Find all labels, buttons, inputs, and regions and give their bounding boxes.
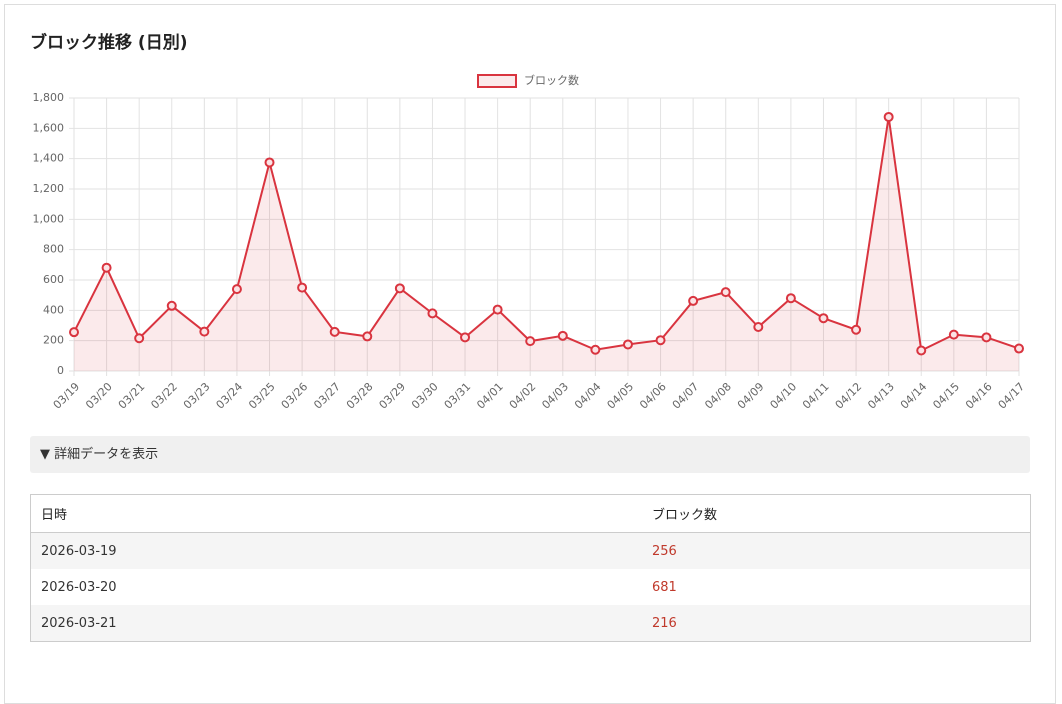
table-row: 2026-03-20 681 xyxy=(31,569,1030,605)
table-cell: 256 xyxy=(652,543,677,559)
point xyxy=(264,157,275,168)
x-tick-label: 03/24 xyxy=(214,380,246,412)
table-cell: 681 xyxy=(652,579,677,595)
x-tick-label: 04/07 xyxy=(670,380,702,412)
header-cell: 日時 xyxy=(41,508,68,523)
point xyxy=(134,333,145,344)
x-tick-label: 03/27 xyxy=(311,380,343,412)
point xyxy=(525,336,536,347)
point xyxy=(622,339,633,350)
x-tick-label: 03/31 xyxy=(442,380,474,412)
point xyxy=(394,283,405,294)
table-header: 日時 ブロック数 xyxy=(31,495,1030,533)
x-tick-label: 04/13 xyxy=(865,380,897,412)
point xyxy=(590,344,601,355)
point xyxy=(688,295,699,306)
point xyxy=(916,345,927,356)
point xyxy=(199,326,210,337)
table-cell: 2026-03-21 xyxy=(41,615,117,631)
legend-label: ブロック数 xyxy=(524,73,579,87)
y-tick-label: 200 xyxy=(43,334,64,347)
point xyxy=(818,313,829,324)
line xyxy=(73,116,1020,353)
table-cell: 2026-03-19 xyxy=(41,543,117,559)
x-tick-label: 03/21 xyxy=(116,380,148,412)
x-tick-label: 04/09 xyxy=(735,380,767,412)
x-tick-label: 04/08 xyxy=(702,380,734,412)
x-tick-label: 03/30 xyxy=(409,380,441,412)
y-tick-label: 0 xyxy=(57,364,64,377)
point xyxy=(753,322,764,333)
x-tick-label: 04/03 xyxy=(539,380,571,412)
x-tick-label: 04/17 xyxy=(996,380,1028,412)
chart-title: ブロック推移 (日別) xyxy=(30,33,188,53)
y-tick-label: 400 xyxy=(43,303,64,316)
x-tick-label: 03/23 xyxy=(181,380,213,412)
area xyxy=(74,116,1019,371)
point xyxy=(427,308,438,319)
x-tick-label: 04/11 xyxy=(800,380,832,412)
page: Chart {"header": {"title": "ブロック推移 (日別)"… xyxy=(4,4,1056,704)
y-tick-label: 1,000 xyxy=(33,212,65,225)
x-tick-label: 04/05 xyxy=(605,380,637,412)
header-cell: ブロック数 xyxy=(652,508,718,523)
point xyxy=(557,330,568,341)
point xyxy=(460,332,471,343)
point xyxy=(166,300,177,311)
point xyxy=(69,327,79,338)
y-tick-label: 600 xyxy=(43,273,64,286)
data-table: 日時 ブロック数 2026-03-19 256 2026-03-20 681 2026-03… xyxy=(30,494,1031,642)
x-tick-label: 03/29 xyxy=(376,380,408,412)
table-cell: 2026-03-20 xyxy=(41,579,117,595)
point xyxy=(362,331,373,342)
x-tick-label: 04/12 xyxy=(833,380,865,412)
x-tick-label: 03/26 xyxy=(279,380,311,412)
point xyxy=(883,111,894,122)
x-tick-label: 04/16 xyxy=(963,380,995,412)
x-tick-label: 03/28 xyxy=(344,380,376,412)
y-tick-label: 800 xyxy=(43,243,64,256)
point xyxy=(785,293,796,304)
y-tick-label: 1,400 xyxy=(33,152,65,165)
point xyxy=(655,335,666,346)
x-tick-label: 04/02 xyxy=(507,380,539,412)
details-toggle[interactable]: ▼ 詳細データを表示 xyxy=(30,436,1030,473)
point xyxy=(492,304,503,315)
page-body: ブロック推移 (日別) 0 200 400 600 800 1,000 1,200 1,400… xyxy=(4,4,1056,704)
point xyxy=(720,287,731,298)
x-tick-label: 03/19 xyxy=(51,380,83,412)
point xyxy=(851,324,862,335)
table-row: 2026-03-19 256 xyxy=(31,533,1030,569)
y-tick-label: 1,600 xyxy=(33,121,65,134)
point xyxy=(297,282,308,293)
table-cell: 216 xyxy=(652,615,677,631)
point xyxy=(981,332,992,343)
point xyxy=(329,326,340,337)
x-tick-label: 04/04 xyxy=(572,380,604,412)
y-tick-label: 1,200 xyxy=(33,182,65,195)
x-tick-label: 04/15 xyxy=(930,380,962,412)
x-tick-label: 04/14 xyxy=(898,380,930,412)
point xyxy=(1014,343,1024,354)
table-row: 2026-03-21 216 xyxy=(31,605,1030,641)
x-tick-label: 04/06 xyxy=(637,380,669,412)
chart: 0 200 400 600 800 1,000 1,200 1,400 1,600 1,800 03… xyxy=(33,73,1028,412)
x-tick-label: 03/20 xyxy=(83,380,115,412)
point xyxy=(948,329,959,340)
x-tick-label: 03/25 xyxy=(246,380,278,412)
x-tick-label: 03/22 xyxy=(148,380,180,412)
y-tick-label: 1,800 xyxy=(33,91,65,104)
x-tick-label: 04/10 xyxy=(768,380,800,412)
point xyxy=(101,262,112,273)
legend-swatch xyxy=(477,74,517,88)
x-tick-label: 04/01 xyxy=(474,380,506,412)
point xyxy=(231,284,242,295)
